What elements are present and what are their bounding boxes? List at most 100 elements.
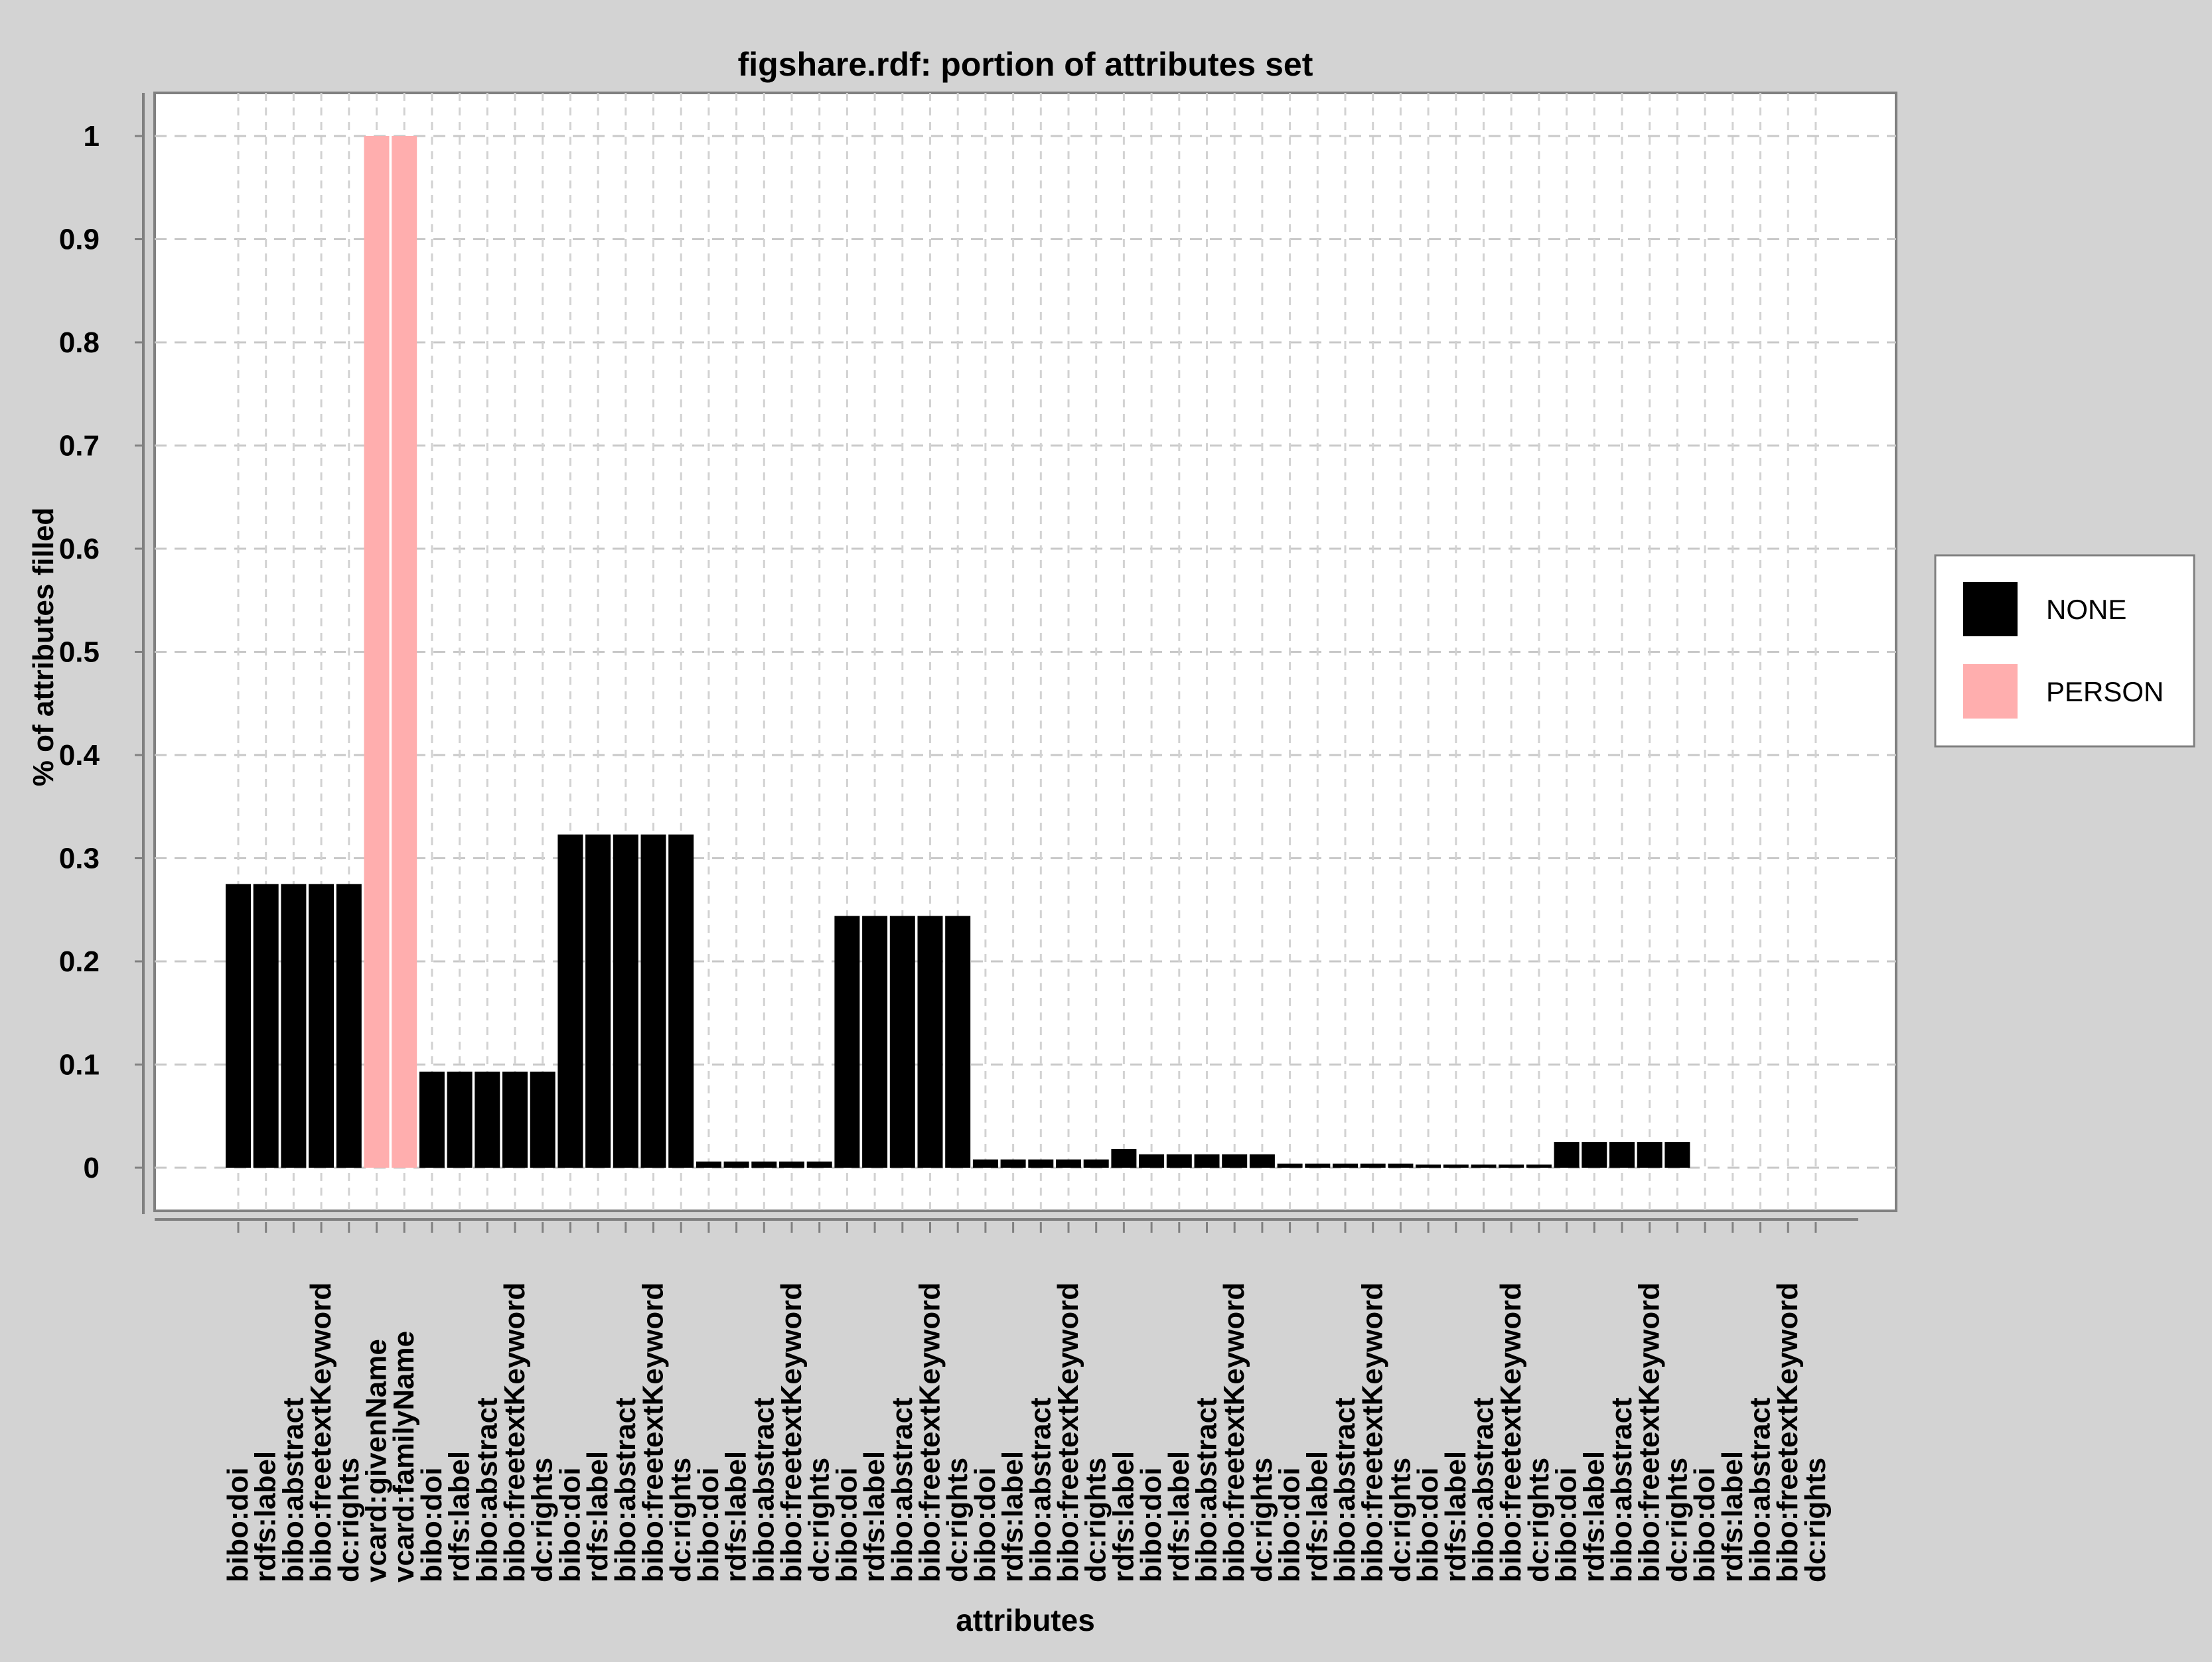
bar: [1416, 1164, 1441, 1168]
y-tick-label: 0.1: [59, 1049, 100, 1081]
bar: [364, 136, 390, 1168]
x-tick-label: bibo:freetextKeyword: [775, 1282, 808, 1582]
bar: [696, 1161, 721, 1168]
bar: [1111, 1149, 1137, 1168]
y-tick-label: 0.6: [59, 533, 100, 565]
x-tick-label: bibo:freetextKeyword: [305, 1282, 337, 1582]
x-tick-label: bibo:abstract: [1467, 1397, 1500, 1582]
y-tick-label: 0.5: [59, 636, 100, 669]
y-tick-label: 1: [84, 120, 100, 153]
bar: [226, 884, 251, 1168]
bar: [945, 916, 971, 1168]
y-tick-label: 0.4: [59, 739, 100, 772]
bar: [1166, 1154, 1192, 1168]
bar: [1443, 1164, 1469, 1168]
legend-swatch: [1963, 664, 2018, 719]
x-tick-label: rdfs:label: [720, 1451, 753, 1582]
y-tick-label: 0: [84, 1152, 100, 1184]
bar: [309, 884, 334, 1168]
y-tick-label: 0.3: [59, 843, 100, 875]
x-tick-label: bibo:doi: [1412, 1468, 1444, 1583]
x-tick-label: bibo:doi: [1688, 1468, 1721, 1583]
x-tick-label: bibo:freetextKeyword: [637, 1282, 670, 1582]
x-tick-label: rdfs:label: [858, 1451, 891, 1582]
bar: [1000, 1159, 1026, 1168]
x-tick-label: rdfs:label: [1163, 1451, 1195, 1582]
bar: [1305, 1163, 1331, 1168]
x-tick-label: bibo:abstract: [747, 1397, 780, 1582]
legend-label: PERSON: [2046, 676, 2164, 707]
bar: [281, 884, 307, 1168]
x-tick-label: bibo:freetextKeyword: [1052, 1282, 1084, 1582]
bar: [668, 834, 694, 1168]
bar: [1637, 1142, 1662, 1168]
bar: [613, 834, 638, 1168]
bar: [640, 834, 666, 1168]
bar: [1609, 1142, 1635, 1168]
bar: [1554, 1142, 1580, 1168]
x-tick-label: bibo:abstract: [886, 1397, 919, 1582]
x-tick-label: dc:rights: [332, 1458, 365, 1582]
bar: [889, 916, 915, 1168]
bar: [1277, 1163, 1303, 1168]
x-tick-label: dc:rights: [1660, 1458, 1693, 1582]
bar: [1499, 1164, 1524, 1168]
x-tick-label: bibo:doi: [1274, 1468, 1306, 1583]
y-axis-label: % of attributes filled: [27, 508, 60, 786]
x-tick-label: rdfs:label: [1301, 1451, 1333, 1582]
x-tick-label: bibo:abstract: [1605, 1397, 1638, 1582]
x-tick-label: rdfs:label: [250, 1451, 282, 1582]
bar: [1222, 1154, 1248, 1168]
bar: [1582, 1142, 1607, 1168]
bar: [419, 1072, 445, 1168]
x-tick-label: vcard:familyName: [388, 1331, 420, 1582]
x-tick-label: bibo:doi: [969, 1468, 1001, 1583]
x-tick-label: rdfs:label: [1439, 1451, 1472, 1582]
x-tick-label: bibo:abstract: [1024, 1397, 1057, 1582]
bar: [751, 1161, 777, 1168]
bar: [1194, 1154, 1220, 1168]
bar: [447, 1072, 473, 1168]
x-tick-label: bibo:doi: [1550, 1468, 1583, 1583]
bar: [1249, 1154, 1275, 1168]
y-tick-label: 0.7: [59, 430, 100, 462]
bar: [530, 1072, 555, 1168]
x-tick-label: bibo:abstract: [609, 1397, 642, 1582]
x-tick-label: bibo:doi: [553, 1468, 586, 1583]
x-tick-label: dc:rights: [1246, 1458, 1278, 1582]
x-tick-label: vcard:givenName: [360, 1339, 393, 1582]
chart-title: figshare.rdf: portion of attributes set: [738, 46, 1313, 83]
x-tick-label: bibo:doi: [692, 1468, 725, 1583]
x-tick-label: rdfs:label: [443, 1451, 476, 1582]
y-tick-label: 0.9: [59, 224, 100, 256]
x-tick-label: bibo:abstract: [277, 1397, 309, 1582]
x-tick-label: bibo:freetextKeyword: [1771, 1282, 1804, 1582]
x-tick-label: dc:rights: [1080, 1458, 1112, 1582]
x-tick-label: bibo:freetextKeyword: [1218, 1282, 1250, 1582]
bar: [1471, 1164, 1497, 1168]
bar: [585, 834, 611, 1168]
legend-swatch: [1963, 582, 2018, 636]
x-tick-label: bibo:doi: [222, 1468, 254, 1583]
y-tick-label: 0.2: [59, 945, 100, 978]
x-tick-label: rdfs:label: [997, 1451, 1029, 1582]
y-tick-label: 0.8: [59, 326, 100, 359]
bar: [1028, 1159, 1054, 1168]
bar: [806, 1161, 832, 1168]
bar: [834, 916, 860, 1168]
bar: [779, 1161, 804, 1168]
x-tick-label: bibo:doi: [415, 1468, 448, 1583]
x-tick-label: dc:rights: [1522, 1458, 1555, 1582]
bar: [723, 1161, 749, 1168]
bar: [1360, 1163, 1386, 1168]
bar: [1333, 1163, 1358, 1168]
x-tick-label: dc:rights: [941, 1458, 974, 1582]
bar: [1664, 1142, 1690, 1168]
x-tick-label: bibo:abstract: [1744, 1397, 1777, 1582]
bar: [475, 1072, 500, 1168]
legend-label: NONE: [2046, 594, 2126, 625]
x-tick-label: bibo:abstract: [1329, 1397, 1361, 1582]
x-tick-label: dc:rights: [526, 1458, 559, 1582]
